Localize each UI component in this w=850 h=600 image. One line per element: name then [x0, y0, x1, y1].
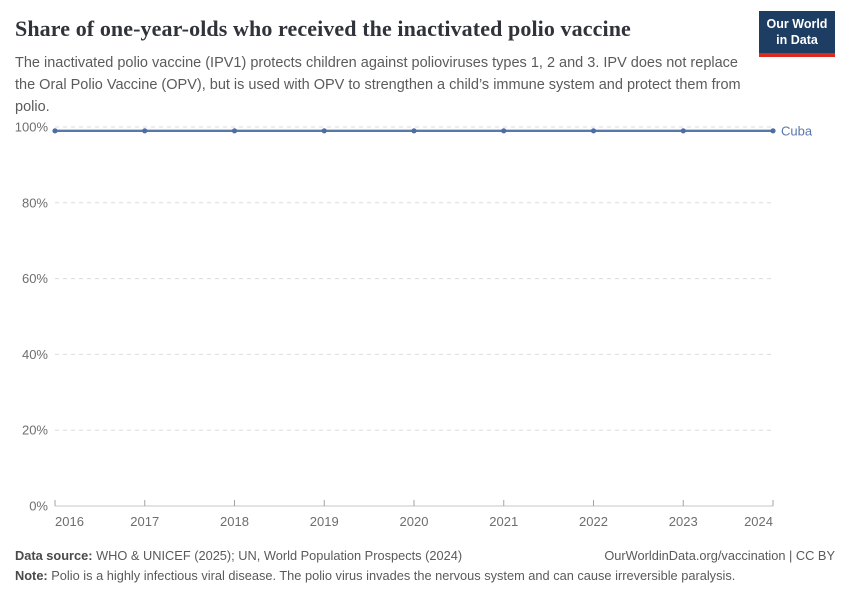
data-point-cuba-2024: [770, 128, 776, 134]
x-tick-label: 2019: [310, 514, 339, 529]
data-point-cuba-2022: [590, 128, 597, 134]
chart-footer: Data source: WHO & UNICEF (2025); UN, Wo…: [15, 546, 835, 586]
note-label: Note:: [15, 567, 48, 583]
data-point-cuba-2021: [501, 128, 507, 134]
page-title: Share of one-year-olds who received the …: [15, 16, 631, 41]
y-tick-label: 20%: [22, 423, 48, 438]
data-source-text: Data source: WHO & UNICEF (2025); UN, Wo…: [15, 546, 462, 566]
x-tick-label: 2021: [489, 514, 518, 529]
x-tick-label: 2017: [130, 514, 159, 529]
owid-logo-line2: in Data: [776, 33, 818, 48]
owid-logo: Our World in Data: [759, 11, 835, 57]
note-text: Note: Polio is a highly infectious viral…: [15, 566, 835, 586]
data-point-cuba-2020: [411, 128, 417, 134]
data-source-value: WHO & UNICEF (2025); UN, World Populatio…: [92, 548, 463, 563]
y-tick-label: 40%: [22, 347, 48, 362]
data-point-cuba-2016: [52, 128, 58, 134]
data-point-cuba-2023: [680, 128, 686, 134]
note-value: Polio is a highly infectious viral disea…: [47, 567, 736, 583]
owid-logo-line1: Our World: [766, 17, 828, 31]
owid-license-link[interactable]: OurWorldinData.org/vaccination | CC BY: [604, 548, 835, 563]
data-point-cuba-2019: [321, 128, 327, 134]
x-tick-label: 2020: [400, 514, 429, 529]
series-label-cuba: Cuba: [781, 123, 813, 138]
x-tick-label: 2018: [220, 514, 249, 529]
y-tick-label: 80%: [22, 195, 48, 210]
chart-subtitle: The inactivated polio vaccine (IPV1) pro…: [15, 55, 741, 115]
data-point-cuba-2018: [231, 128, 238, 134]
y-tick-label: 100%: [15, 120, 49, 135]
y-tick-label: 60%: [22, 271, 48, 286]
x-tick-label: 2024: [744, 514, 773, 529]
x-tick-label: 2016: [55, 514, 84, 529]
y-tick-label: 0%: [29, 499, 48, 514]
x-tick-label: 2023: [669, 514, 698, 529]
data-point-cuba-2017: [142, 128, 148, 134]
chart-header: Share of one-year-olds who received the …: [15, 11, 835, 118]
data-source-label: Data source:: [15, 548, 93, 563]
x-tick-label: 2022: [579, 514, 608, 529]
